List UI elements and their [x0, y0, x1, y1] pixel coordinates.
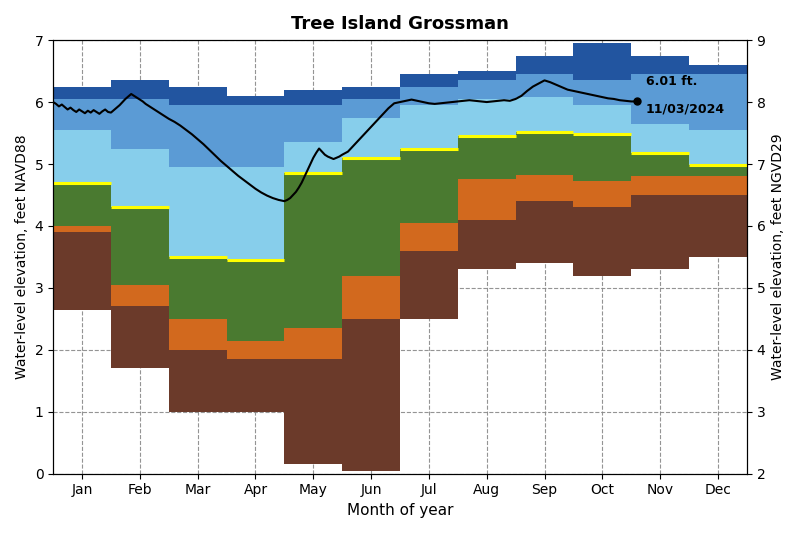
Title: Tree Island Grossman: Tree Island Grossman	[291, 15, 509, 33]
Text: 11/03/2024: 11/03/2024	[646, 103, 725, 116]
X-axis label: Month of year: Month of year	[346, 503, 454, 518]
Text: 6.01 ft.: 6.01 ft.	[646, 75, 697, 88]
Y-axis label: Water-level elevation, feet NAVD88: Water-level elevation, feet NAVD88	[15, 135, 29, 379]
Y-axis label: Water-level elevation, feet NGVD29: Water-level elevation, feet NGVD29	[771, 134, 785, 380]
